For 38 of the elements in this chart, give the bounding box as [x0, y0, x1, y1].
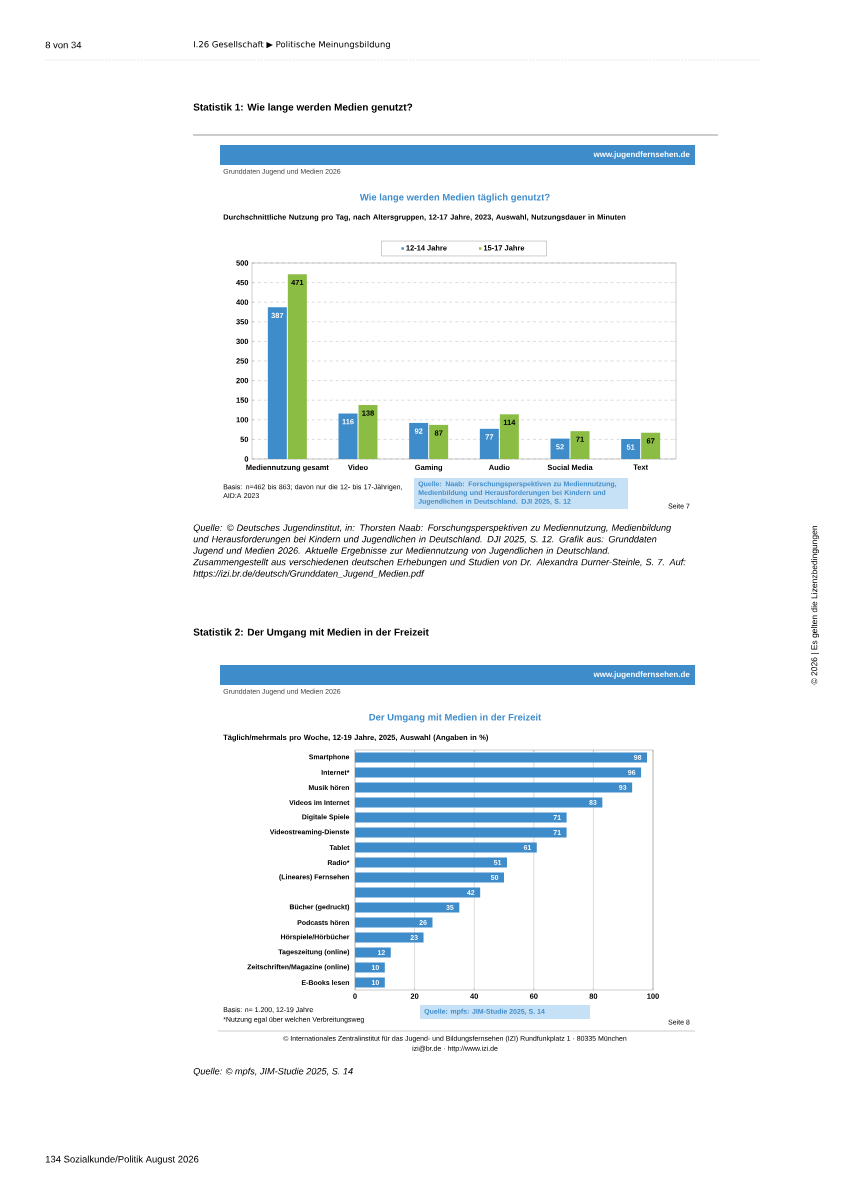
bar	[641, 432, 661, 459]
bar	[355, 902, 460, 913]
bar	[499, 414, 519, 459]
bar	[355, 752, 648, 763]
bar	[355, 842, 537, 853]
bar	[355, 947, 391, 958]
bar	[358, 404, 378, 459]
bar	[550, 438, 570, 459]
bar	[409, 422, 429, 459]
text: Statistik 2: Der Umgang mit Medien in der Freizeit	[193, 628, 429, 638]
bar	[338, 413, 358, 459]
bar	[355, 872, 504, 883]
source-note: Quelle: © mpfs, JIM-Studie 2025, S. 14	[193, 1067, 353, 1077]
bar	[355, 857, 507, 868]
bar	[429, 424, 449, 459]
bar	[355, 767, 642, 778]
bar	[570, 431, 590, 459]
bar	[267, 307, 287, 459]
bar	[355, 917, 433, 928]
bar	[621, 439, 641, 459]
chart-title: Wie lange werden Medien täglich genutzt?	[359, 193, 550, 203]
text: 8 von 34	[45, 41, 82, 49]
bar	[355, 812, 567, 823]
bar	[287, 274, 307, 459]
bar	[355, 932, 424, 943]
text: Statistik 1: Wie lange werden Medien genutzt?	[193, 103, 413, 113]
bar	[355, 827, 567, 838]
bar	[479, 428, 499, 459]
text: 134 Sozialkunde/Politik August 2026	[45, 1155, 199, 1165]
text: © 2026 | Es gelten die Lizenzbedingungen	[811, 526, 819, 685]
bar	[355, 887, 481, 898]
text: I.26 Gesellschaft ▶ Politische Meinungsbildung	[194, 40, 390, 50]
source-note: Quelle: © Deutsches Jugendinstitut, in: Thorsten Naab: Forschungsperspektiven zu Mediennutzung, Medienbildung und Herausforderungen bei Kindern und Jugendlichen in Deutschland. DJI 2025, S. 12. Grafik aus: Grunddaten Jugend und Medien 2026. Aktuelle Ergebnisse zur Mediennutzung von Jugendlichen in Deutschland. Zusammengestellt aus verschiedenen deutschen Erhebungen und Studien von Dr. Alexandra Durner-Steinle, S. 7. Auf: https://izi.br.de/deutsch/Grunddaten_Jugend_Medien.pdf	[193, 524, 686, 579]
bar	[355, 797, 603, 808]
chart-title: Der Umgang mit Medien in der Freizeit	[369, 713, 542, 723]
bar	[355, 962, 385, 973]
bar	[355, 977, 385, 988]
bar	[355, 782, 633, 793]
